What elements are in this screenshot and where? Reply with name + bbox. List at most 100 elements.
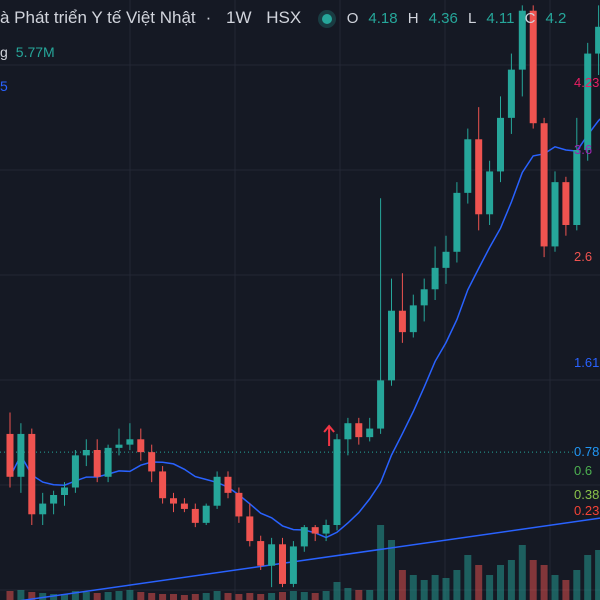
volume-bars [6, 525, 600, 600]
candle-body [595, 26, 600, 54]
low-value: 4.11 [486, 10, 515, 27]
candle-body [377, 380, 385, 429]
candle-body [28, 433, 36, 515]
candle-body [246, 516, 254, 542]
candle [377, 198, 385, 434]
candle-body [224, 476, 232, 493]
volume-bar [333, 582, 341, 600]
candle-body [93, 450, 101, 477]
volume-bar [453, 570, 461, 600]
candle [268, 537, 276, 588]
volume-bar [235, 594, 243, 600]
candle-body [268, 544, 276, 566]
candle [311, 525, 319, 542]
candle-body [409, 305, 417, 333]
candle-body [442, 251, 450, 268]
candle [573, 117, 581, 231]
high-value: 4.36 [428, 10, 458, 27]
volume-legend-label: g [0, 44, 8, 60]
candle-body [540, 123, 548, 247]
candle-body [431, 267, 439, 290]
trendline[interactable] [0, 517, 600, 600]
candle-body [180, 503, 188, 509]
volume-bar [39, 593, 47, 600]
volume-bar [464, 555, 472, 600]
volume-bar [431, 575, 439, 600]
candle [398, 273, 406, 343]
candle [431, 246, 439, 300]
candle-body [39, 503, 47, 515]
volume-bar [311, 593, 319, 600]
volume-bar [279, 592, 286, 600]
volume-bar [148, 593, 156, 600]
volume-bar [268, 593, 276, 600]
candle [486, 160, 494, 225]
volume-legend-value: 5.77M [15, 44, 55, 60]
candle [213, 471, 221, 509]
candle [289, 541, 297, 588]
candle [137, 428, 145, 461]
candle-body [202, 505, 210, 523]
volume-bar [562, 580, 570, 600]
ma-legend-value: 5 [0, 78, 8, 94]
candle [453, 182, 461, 263]
candle-body [137, 439, 145, 453]
candle [235, 487, 243, 523]
candle-body [50, 495, 58, 504]
candle-body [279, 544, 286, 584]
candle-body [453, 192, 461, 252]
candle-body [333, 439, 341, 525]
volume-bar [82, 592, 90, 600]
candle [71, 450, 79, 493]
candle [529, 5, 537, 129]
volume-bar [518, 545, 526, 600]
candle-body [148, 452, 156, 472]
candle [300, 525, 308, 552]
candle-body [366, 428, 374, 438]
candle-body [584, 53, 592, 151]
candle-body [420, 289, 428, 306]
volume-bar [191, 594, 199, 600]
candle [388, 278, 395, 386]
candle [224, 471, 232, 499]
volume-bar [126, 590, 134, 600]
candle-body [562, 182, 570, 225]
candle-body [398, 310, 406, 333]
candle-body [159, 471, 167, 499]
interval-label[interactable]: 1W [226, 8, 252, 27]
candle [17, 423, 25, 493]
volume-bar [137, 592, 145, 600]
candle [279, 537, 286, 588]
ma-legend[interactable]: 5 [0, 78, 8, 94]
volume-bar [551, 575, 559, 600]
candle [148, 444, 156, 483]
candle [322, 519, 330, 542]
volume-bar [475, 565, 483, 600]
market-status-dot-icon [321, 13, 332, 24]
candle-body [344, 423, 352, 440]
volume-bar [104, 592, 112, 600]
volume-bar [289, 591, 297, 600]
fib-level-label: 4.23 [574, 74, 600, 90]
volume-bar [180, 595, 188, 600]
candle-body [257, 541, 265, 566]
fib-level-label: 0.23 [574, 503, 600, 519]
candle [562, 176, 570, 236]
candle [202, 503, 210, 525]
candle [355, 417, 363, 445]
candle-body [573, 150, 581, 225]
candle [39, 492, 47, 525]
candle [409, 294, 417, 338]
candle [180, 498, 188, 513]
volume-bar [409, 575, 417, 600]
candle [464, 128, 472, 204]
volume-bar [497, 565, 504, 600]
candle [6, 412, 14, 488]
volume-bar [322, 591, 330, 600]
low-label: L [467, 10, 477, 27]
candle-body [507, 69, 515, 118]
volume-legend[interactable]: g 5.77M [0, 44, 55, 60]
candle-body [104, 447, 112, 477]
volume-bar [6, 591, 14, 600]
